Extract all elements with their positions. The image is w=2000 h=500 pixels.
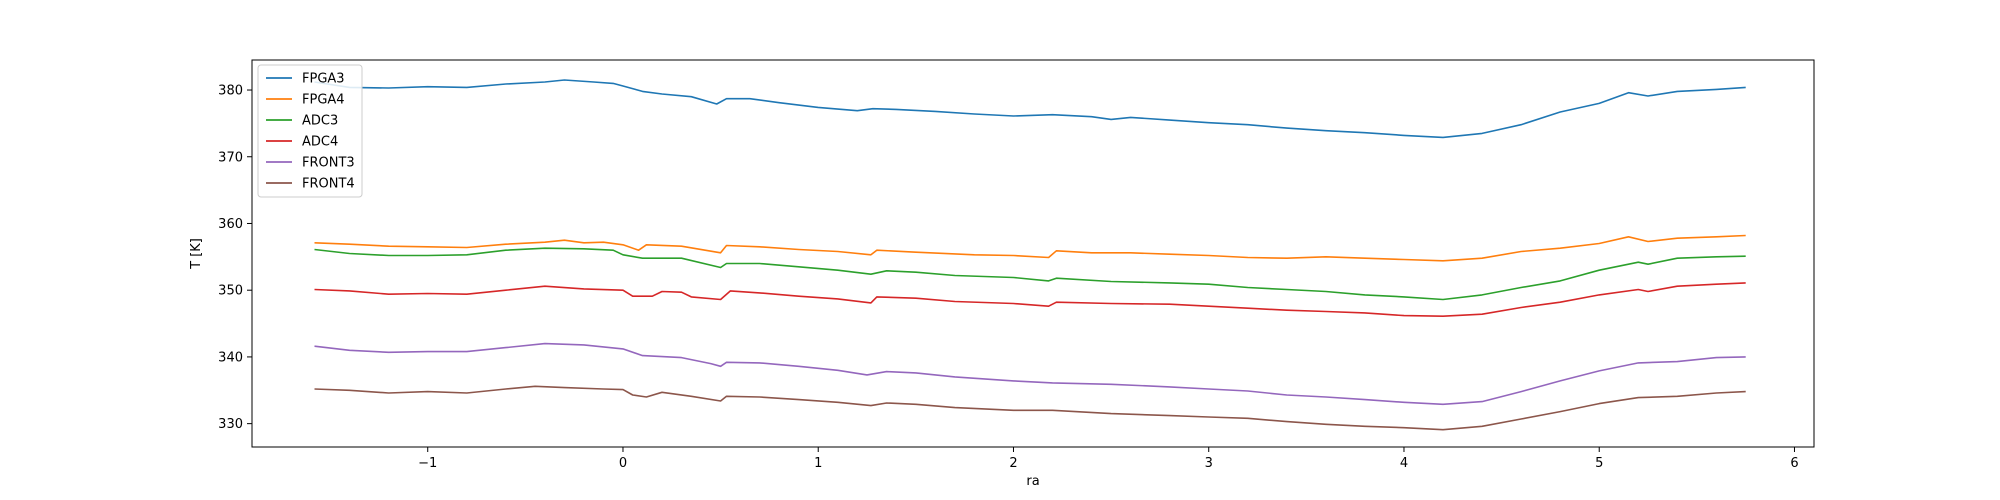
series-line-front3 [314,342,1746,406]
x-tick-label: 5 [1595,456,1603,471]
x-tick-label: 2 [1009,456,1017,471]
y-axis-label: T [K] [189,238,204,270]
legend-label-fpga3: FPGA3 [302,72,345,87]
plot-frame [251,59,1815,448]
x-tick-label: −1 [418,456,437,471]
legend: FPGA3 FPGA4 ADC3 ADC4 FRONT3 FRONT4 [257,64,363,198]
x-tick-label: 3 [1205,456,1213,471]
x-tick-label: 6 [1790,456,1798,471]
legend-label-front4: FRONT4 [302,177,355,192]
series-line-adc4 [314,282,1746,317]
y-tick-label: 340 [218,350,243,365]
y-tick-label: 380 [218,84,243,99]
y-tick-label: 330 [218,417,243,432]
series-line-fpga4 [314,234,1746,262]
y-tick-label: 360 [218,217,243,232]
x-axis: −1 0 1 2 3 4 5 6 [418,447,1799,471]
y-tick-label: 370 [218,150,243,165]
y-axis: 330 340 350 360 370 380 [218,84,252,432]
series-layer [314,79,1746,431]
legend-label-adc4: ADC4 [302,135,338,150]
legend-box [257,64,363,198]
x-tick-label: 1 [814,456,822,471]
series-line-adc3 [314,247,1746,301]
y-tick-label: 350 [218,284,243,299]
x-tick-label: 0 [619,456,627,471]
series-line-fpga3 [314,79,1746,139]
legend-label-adc3: ADC3 [302,114,338,129]
x-tick-label: 4 [1400,456,1408,471]
legend-label-front3: FRONT3 [302,156,355,171]
series-line-front4 [314,385,1746,431]
legend-label-fpga4: FPGA4 [302,93,345,108]
x-axis-label: ra [1026,474,1039,489]
